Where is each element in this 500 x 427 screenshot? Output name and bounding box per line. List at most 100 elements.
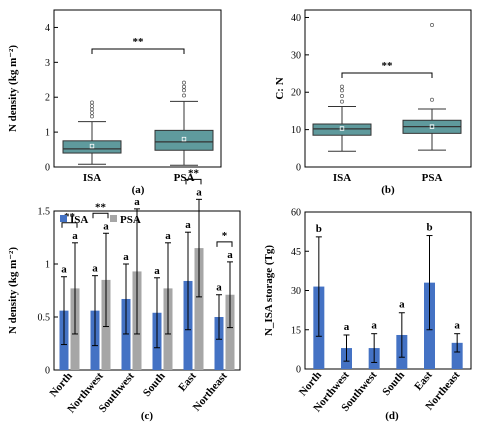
- plot-frame: [304, 9, 472, 168]
- y-tick-label: 1: [45, 128, 50, 139]
- iqr-box: [154, 129, 214, 151]
- x-category-label: ISA: [333, 172, 351, 184]
- y-tick-label: 30: [291, 286, 301, 297]
- significance-label: **: [188, 167, 200, 179]
- plot-frame: [304, 211, 472, 370]
- outlier-point: [182, 88, 186, 93]
- box-psa: [154, 80, 214, 166]
- group-letter-label: a: [92, 263, 98, 275]
- group-letter-label: a: [371, 320, 377, 332]
- significance-bracket: [91, 48, 185, 54]
- box-isa: [62, 100, 122, 165]
- outlier-point: [340, 84, 344, 89]
- group-letter-label: a: [344, 321, 350, 333]
- bar-northeast: [451, 342, 463, 369]
- group-letter-label: a: [165, 230, 171, 242]
- y-tick-label: 0.5: [38, 313, 51, 324]
- outlier-point: [182, 80, 186, 85]
- group-letter-label: a: [123, 251, 129, 263]
- significance-label: **: [95, 201, 107, 213]
- y-tick-label: 0: [296, 163, 301, 174]
- group-letter-label: a: [61, 264, 67, 276]
- legend-swatch-isa: [60, 215, 67, 222]
- y-tick-label: 1: [45, 260, 50, 271]
- group-letter-label: b: [426, 222, 432, 234]
- significance-bracket: [341, 72, 433, 78]
- panel-label: (b): [381, 184, 395, 196]
- legend: ISA PSA: [60, 214, 141, 226]
- group-letter-label: a: [399, 299, 405, 311]
- group-letter-label: a: [454, 320, 460, 332]
- y-tick-label: 20: [291, 88, 301, 99]
- group-letter-label: a: [196, 186, 202, 198]
- y-tick-label: 15: [291, 325, 301, 336]
- y-axis-title: N density (kg m⁻²): [7, 45, 19, 132]
- significance-label: *: [222, 230, 228, 242]
- plot-frame: [53, 9, 222, 168]
- y-tick-label: 0: [296, 365, 301, 376]
- x-category-label: PSA: [174, 172, 195, 184]
- outlier-point: [90, 103, 94, 108]
- iqr-box: [312, 123, 372, 136]
- significance-label: **: [382, 60, 394, 72]
- legend-swatch-psa: [110, 215, 117, 222]
- group-letter-label: a: [185, 219, 191, 231]
- group-letter-label: a: [72, 230, 78, 242]
- y-tick-label: 60: [291, 208, 301, 219]
- outlier-point: [90, 100, 94, 105]
- group-letter-label: a: [227, 249, 233, 261]
- y-tick-label: 0: [45, 366, 50, 377]
- y-tick-label: 30: [291, 50, 301, 61]
- legend-label: PSA: [120, 214, 141, 226]
- outlier-point: [90, 107, 94, 112]
- y-axis-title: N density (kg m⁻²): [7, 247, 19, 334]
- x-category-label: PSA: [422, 172, 443, 184]
- panel-b-box-plot: 0 10 20 30 40 C: N ISA PSA ** (b): [274, 9, 472, 196]
- outlier-point: [182, 84, 186, 89]
- y-tick-label: 10: [291, 125, 301, 136]
- mean-marker: [429, 124, 435, 129]
- outlier-point: [340, 94, 344, 98]
- mean-marker: [339, 126, 345, 131]
- panel-label: (d): [385, 410, 399, 422]
- iqr-box: [62, 140, 122, 154]
- y-axis-title: C: N: [274, 77, 286, 99]
- significance-label: **: [64, 211, 76, 223]
- significance-bracket: [185, 178, 202, 185]
- y-tick-label: 4: [45, 23, 50, 34]
- x-category-label: East: [176, 370, 199, 394]
- significance-bracket: [92, 212, 109, 219]
- panel-label: (c): [141, 410, 154, 422]
- panel-label: (a): [132, 184, 145, 196]
- y-tick-label: 45: [291, 247, 301, 258]
- box-psa: [402, 23, 462, 151]
- group-letter-label: a: [154, 265, 160, 277]
- group-letter-label: a: [134, 196, 140, 208]
- x-category-label: South: [141, 370, 168, 399]
- y-tick-label: 1.5: [38, 207, 51, 218]
- outlier-point: [182, 93, 186, 98]
- bar-psa-east: [194, 248, 204, 370]
- x-category-label: North: [48, 370, 75, 399]
- bar-psa-northeast: [225, 294, 235, 370]
- bar-isa-northeast: [214, 317, 224, 370]
- outlier-point: [90, 114, 94, 119]
- group-letter-label: b: [316, 223, 322, 235]
- outlier-point: [430, 23, 434, 27]
- mean-marker: [181, 136, 187, 142]
- panel-c-bar-chart: 00.511.5N density (kg m⁻²) aa**Northaa**N…: [7, 167, 241, 422]
- box-isa: [312, 84, 372, 152]
- y-axis-title: N_ISA storage (Tg): [263, 245, 275, 336]
- outlier-point: [430, 97, 434, 102]
- mean-marker: [89, 143, 95, 149]
- y-tick-label: 0: [45, 163, 50, 174]
- y-tick-label: 40: [291, 13, 301, 24]
- y-tick-label: 2: [45, 93, 50, 104]
- group-letter-label: a: [103, 220, 109, 232]
- significance-bracket: [61, 222, 78, 228]
- significance-label: **: [133, 36, 145, 48]
- significance-bracket: [216, 241, 233, 247]
- outlier-point: [340, 99, 344, 104]
